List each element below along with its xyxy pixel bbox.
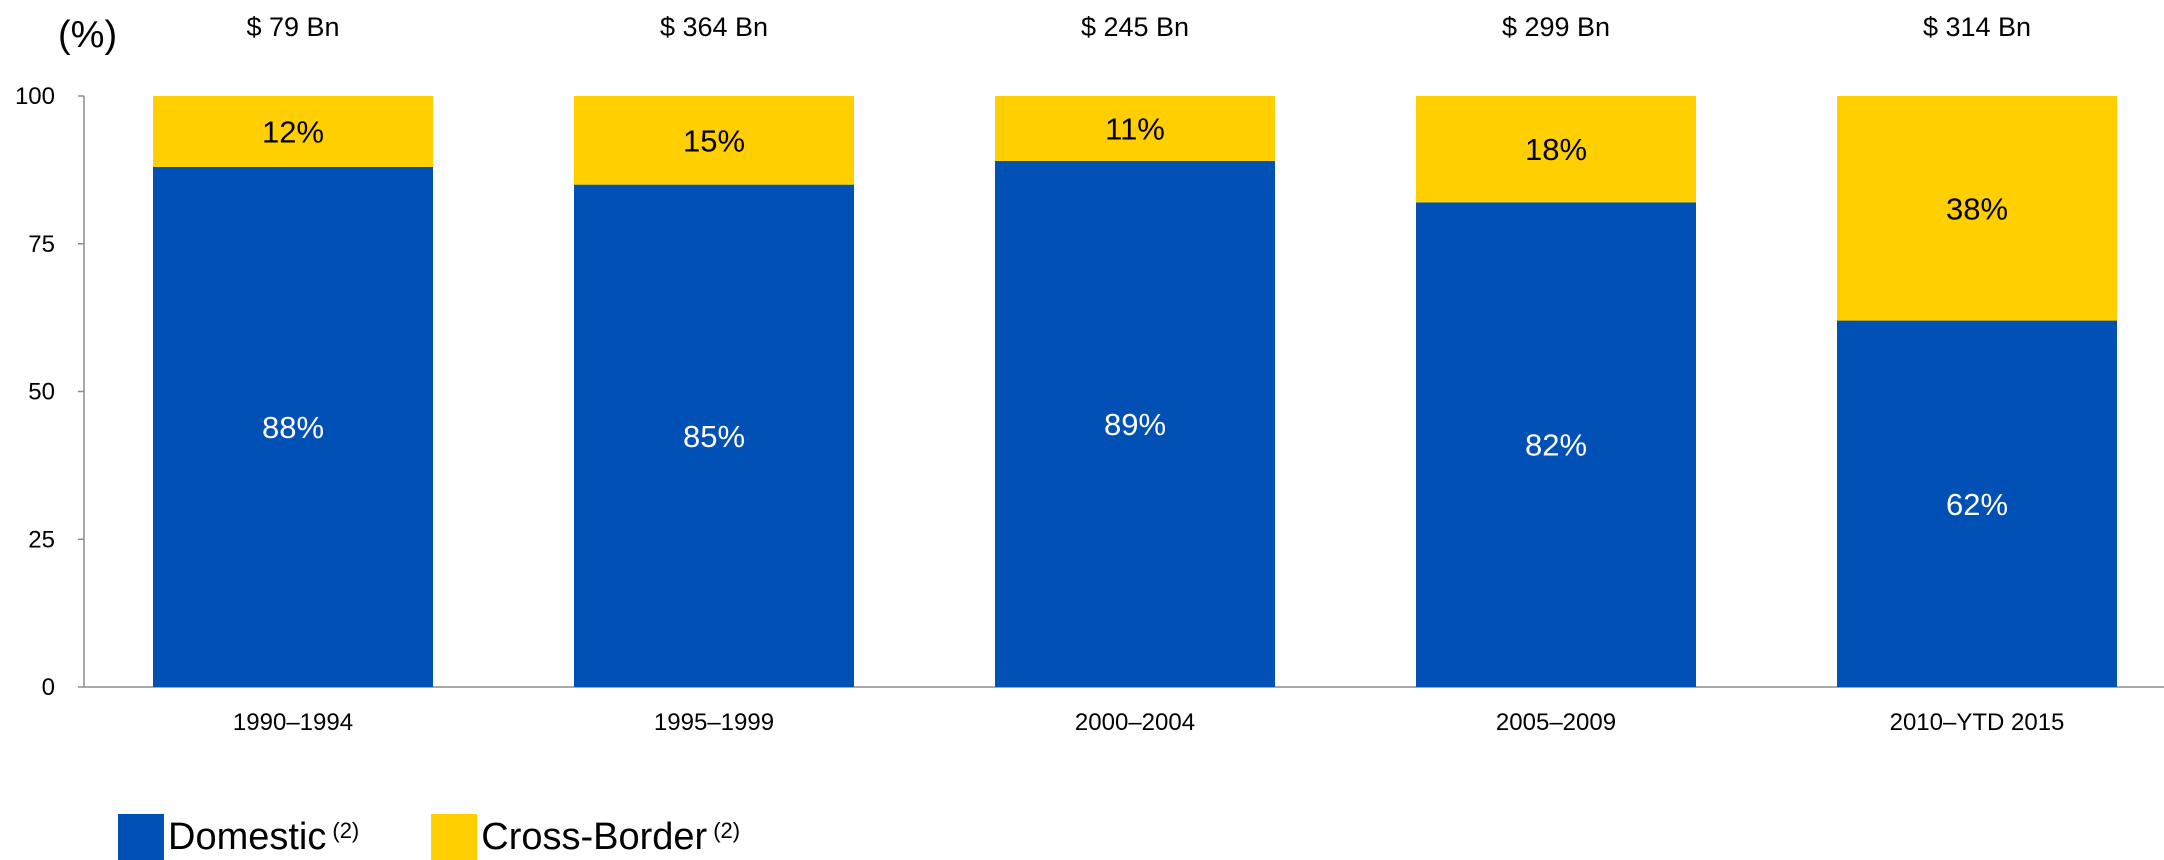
legend-label-domestic: Domestic: [168, 816, 327, 858]
bar-domestic-4: [1416, 202, 1696, 687]
x-tick-label-1: 1990–1994: [233, 709, 353, 736]
bar-domestic-5: [1837, 320, 2117, 687]
data-label-cross-border-4: 18%: [1525, 132, 1587, 167]
data-label-domestic-3: 89%: [1104, 407, 1166, 442]
data-label-domestic-4: 82%: [1525, 428, 1587, 463]
bar-cross-border-5: [1837, 96, 2117, 321]
bars: [153, 96, 2117, 688]
bar-domestic-3: [995, 161, 1275, 687]
y-tick-label-25: 25: [28, 526, 55, 553]
bar-cross-border-2: [574, 96, 854, 185]
total-label-3: $ 245 Bn: [1081, 12, 1189, 42]
y-tick-label-0: 0: [42, 674, 55, 701]
data-label-cross-border-2: 15%: [683, 123, 745, 158]
labels: 88% 12% 1990–1994 $ 79 Bn 85% 15% 1995–1999 $ 3…: [233, 12, 2064, 736]
legend-swatch-cross-border: [431, 814, 478, 860]
legend-note-domestic: (2): [332, 818, 360, 843]
legend-label-cross-border: Cross-Border: [481, 816, 708, 858]
legend: Domestic (2) Cross-Border (2): [118, 814, 812, 860]
data-label-cross-border-5: 38%: [1946, 191, 2008, 226]
legend-note-cross-border: (2): [713, 818, 741, 843]
x-tick-label-5: 2010–YTD 2015: [1890, 709, 2065, 736]
legend-item-cross-border: Cross-Border (2): [431, 814, 740, 860]
x-tick-label-2: 1995–1999: [654, 709, 774, 736]
bar-domestic-1: [153, 166, 433, 688]
bar-domestic-2: [574, 184, 854, 687]
total-label-5: $ 314 Bn: [1923, 12, 2031, 42]
data-label-cross-border-3: 11%: [1105, 112, 1165, 147]
legend-swatch-domestic: [118, 814, 164, 860]
data-label-domestic-1: 88%: [262, 410, 324, 445]
bar-cross-border-3: [995, 96, 1275, 162]
data-label-domestic-2: 85%: [683, 419, 745, 454]
total-label-2: $ 364 Bn: [660, 12, 768, 42]
y-tick-label-75: 75: [28, 231, 55, 258]
y-tick-label-100: 100: [15, 83, 55, 110]
legend-item-domestic: Domestic (2): [118, 814, 359, 860]
total-label-4: $ 299 Bn: [1502, 12, 1610, 42]
data-label-cross-border-1: 12%: [262, 114, 324, 149]
data-label-domestic-5: 62%: [1946, 487, 2008, 522]
bar-cross-border-4: [1416, 96, 1696, 203]
x-tick-label-3: 2000–2004: [1075, 709, 1195, 736]
bar-cross-border-1: [153, 96, 433, 167]
total-label-1: $ 79 Bn: [246, 12, 339, 42]
x-tick-label-4: 2005–2009: [1496, 709, 1616, 736]
y-unit-label: (%): [58, 14, 117, 56]
y-tick-label-50: 50: [28, 379, 55, 406]
